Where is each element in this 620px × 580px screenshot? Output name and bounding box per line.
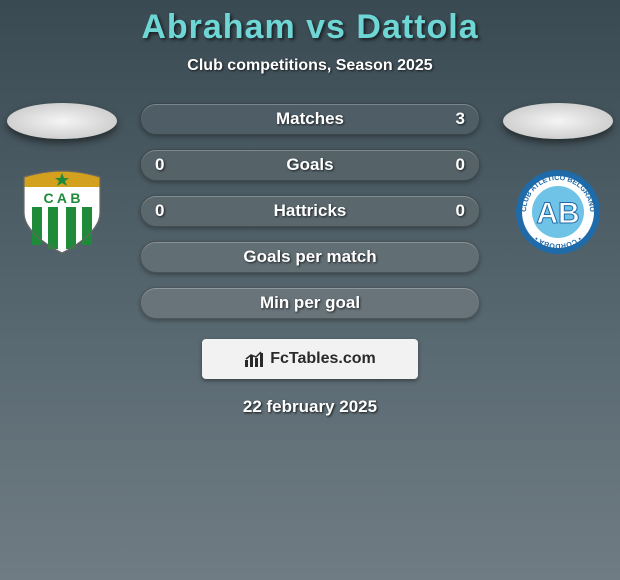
stat-label: Min per goal <box>260 293 360 313</box>
stat-row-goals-per-match: Goals per match <box>140 241 480 273</box>
left-side-column: C A B <box>2 103 122 255</box>
club-left-badge: C A B <box>12 169 112 255</box>
stat-row-goals: 0 Goals 0 <box>140 149 480 181</box>
stat-label: Hattricks <box>274 201 347 221</box>
comparison-content: C A B Matches 3 0 Goals 0 0 Hattricks <box>0 103 620 319</box>
club-right-round-icon: CLUB ATLETICO BELGRANO • CORDOBA • AB <box>508 169 608 255</box>
stat-left-value: 0 <box>155 155 164 175</box>
player-left-avatar <box>7 103 117 139</box>
page-title: Abraham vs Dattola <box>0 0 620 47</box>
svg-text:AB: AB <box>536 197 579 230</box>
player-right-avatar <box>503 103 613 139</box>
date-text: 22 february 2025 <box>0 397 620 417</box>
stats-column: Matches 3 0 Goals 0 0 Hattricks 0 Goals … <box>140 103 480 319</box>
stat-label: Matches <box>276 109 344 129</box>
stat-label: Goals <box>286 155 333 175</box>
stat-right-value: 3 <box>456 109 465 129</box>
stat-row-matches: Matches 3 <box>140 103 480 135</box>
brand-text: FcTables.com <box>270 350 376 368</box>
brand-box[interactable]: FcTables.com <box>202 339 418 379</box>
right-side-column: CLUB ATLETICO BELGRANO • CORDOBA • AB <box>498 103 618 255</box>
stat-left-value: 0 <box>155 201 164 221</box>
brand-chart-icon <box>244 350 264 368</box>
stat-right-value: 0 <box>456 155 465 175</box>
stat-row-min-per-goal: Min per goal <box>140 287 480 319</box>
club-right-badge: CLUB ATLETICO BELGRANO • CORDOBA • AB <box>508 169 608 255</box>
svg-text:C A B: C A B <box>43 190 80 206</box>
stat-label: Goals per match <box>243 247 376 267</box>
club-left-shield-icon: C A B <box>12 169 112 255</box>
stat-row-hattricks: 0 Hattricks 0 <box>140 195 480 227</box>
subtitle: Club competitions, Season 2025 <box>0 57 620 75</box>
stat-right-value: 0 <box>456 201 465 221</box>
